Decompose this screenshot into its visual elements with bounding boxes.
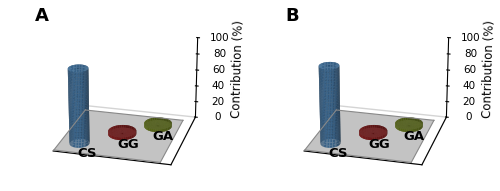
Text: B: B <box>286 7 300 25</box>
Text: A: A <box>34 7 48 25</box>
